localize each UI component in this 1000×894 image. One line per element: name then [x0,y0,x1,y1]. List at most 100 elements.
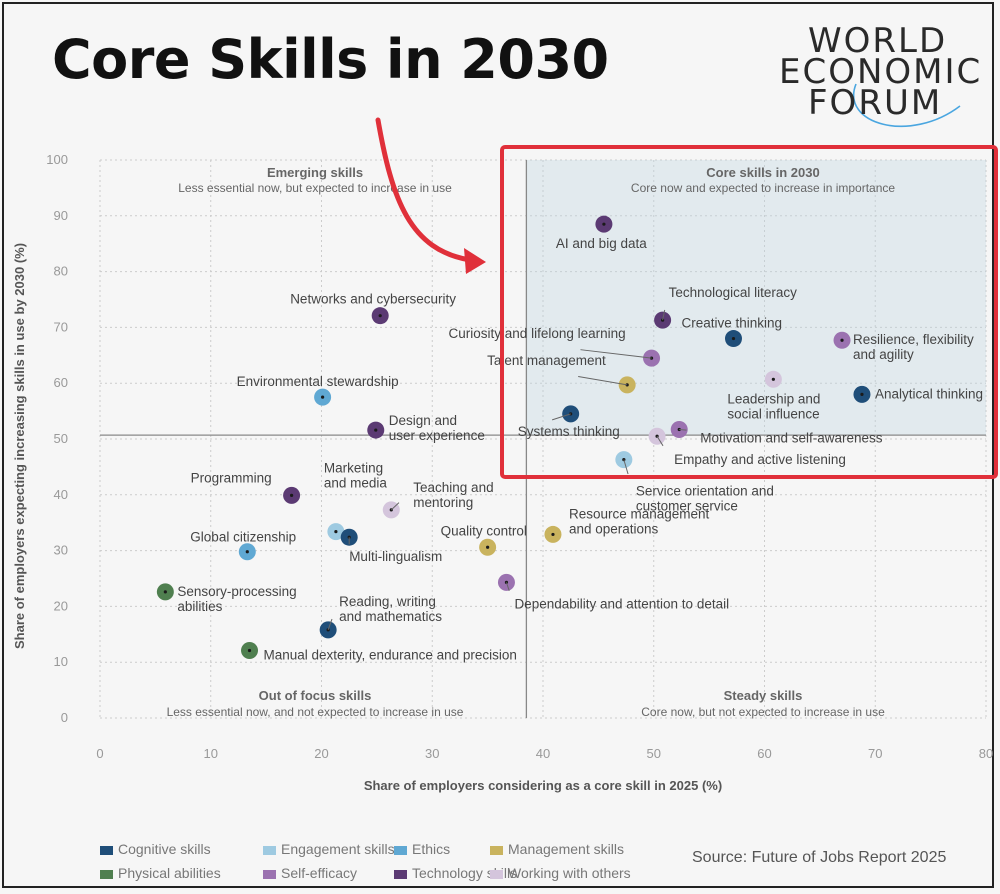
legend-swatch [394,869,407,879]
quadrant-title-core: Core skills in 2030 [706,165,819,180]
y-tick-label: 40 [54,487,68,502]
legend-swatch [263,869,276,879]
quadrant-title-emerging: Emerging skills [267,165,363,180]
pointer-arrow-icon [375,117,473,263]
legend-swatch [100,845,113,855]
label-leader-line [551,413,571,421]
x-tick-label: 40 [536,746,550,761]
skill-point-center [771,377,775,381]
skill-point-center [378,314,382,318]
skill-label: Resilience, flexibility and agility [853,332,974,362]
skill-point-center [602,222,606,226]
logo-line-1: WORLD [808,21,948,61]
legend-swatch [100,869,113,879]
quadrant-subtitle-emerging: Less essential now, but expected to incr… [178,181,452,195]
legend-label: Management skills [508,841,624,857]
legend-label: Ethics [412,841,451,857]
legend-item: Engagement skills [263,841,395,857]
skill-label: Motivation and self-awareness [700,431,883,446]
y-tick-label: 50 [54,431,68,446]
skill-label: Design and user experience [389,413,485,443]
quadrant-subtitle-core: Core now and expected to increase in imp… [631,181,895,195]
skill-label: Curiosity and lifelong learning [449,326,626,341]
skill-label: Service orientation and customer service [636,484,774,514]
legend-label: Self-efficacy [281,865,357,881]
legend-label: Cognitive skills [118,841,211,857]
label-leader-line [679,429,687,431]
x-axis-title: Share of employers considering as a core… [364,778,722,793]
legend-swatch [490,869,503,879]
logo-line-3: FORUM [808,83,943,123]
quadrant-title-steady: Steady skills [724,688,803,703]
label-leader-line [656,435,664,447]
label-leader-line [505,582,510,591]
legend-label: Working with others [508,865,631,881]
label-leader-line [580,349,652,359]
skill-point-center [374,428,378,432]
legend-label: Physical abilities [118,865,221,881]
x-tick-label: 70 [868,746,882,761]
skill-label: Teaching and mentoring [413,480,493,510]
headline: Core Skills in 2030 [52,28,609,91]
skill-label: Marketing and media [324,461,388,491]
skill-point-center [649,356,654,360]
legend-item: Ethics [394,841,450,857]
skill-point-center [840,338,844,342]
legend-swatch [394,845,407,855]
skill-label: Sensory-processing abilities [177,584,296,614]
skill-point-center [860,392,864,396]
label-leader-line [327,618,333,631]
y-tick-label: 30 [54,543,68,558]
legend-swatch [263,845,276,855]
skill-label: Manual dexterity, endurance and precisio… [264,647,517,662]
y-tick-label: 10 [54,654,68,669]
legend-item: Working with others [490,865,631,881]
skill-label: AI and big data [556,236,647,251]
skill-point-center [486,545,490,549]
legend-item: Physical abilities [100,865,221,881]
source-note: Source: Future of Jobs Report 2025 [692,849,947,866]
x-tick-label: 60 [757,746,771,761]
y-tick-label: 80 [54,264,68,279]
data-points [156,215,871,659]
y-axis-title: Share of employers expecting increasing … [12,243,27,649]
skill-label: Global citizenship [190,530,296,545]
skill-label: Technological literacy [669,285,798,300]
axis-ticks: 0 10 20 30 40 50 60 70 80 0 10 20 30 40 50 60 70 80 90 100 [46,152,993,761]
skill-label: Multi-lingualism [349,549,442,564]
logo-line-2: ECONOMIC [779,52,983,92]
skill-point-center [247,648,252,653]
skill-label: Dependability and attention to detail [514,596,729,611]
skill-label: Systems thinking [518,424,620,439]
quadrant-dividers [100,160,986,718]
skill-point-center [289,493,294,497]
label-leader-line [578,375,628,386]
x-tick-label: 50 [647,746,661,761]
pointer-arrowhead-icon [464,248,486,274]
label-leader-line [390,502,400,511]
label-leader-line [623,459,629,475]
x-tick-label: 0 [96,746,103,761]
skill-label: Networks and cybersecurity [290,292,456,307]
x-tick-label: 30 [425,746,439,761]
skill-label: Reading, writing and mathematics [339,594,442,624]
legend-item: Self-efficacy [263,865,357,881]
skill-point-center [551,532,555,537]
x-tick-label: 80 [979,746,993,761]
skill-label: Quality control [441,523,527,538]
legend-swatch [490,845,503,855]
skill-label: Programming [191,470,272,485]
y-tick-label: 60 [54,375,68,390]
skill-label: Resource management and operations [569,506,710,536]
legend-item: Management skills [490,841,624,857]
quadrant-subtitle-out-of-focus: Less essential now, and not expected to … [167,705,464,719]
y-tick-label: 0 [61,710,68,725]
skill-label: Talent management [487,353,606,368]
y-tick-label: 90 [54,208,68,223]
core-quadrant-shade [526,160,986,436]
y-tick-label: 100 [46,152,68,167]
skill-label: Creative thinking [681,316,782,331]
core-skills-highlight-box [500,145,998,479]
